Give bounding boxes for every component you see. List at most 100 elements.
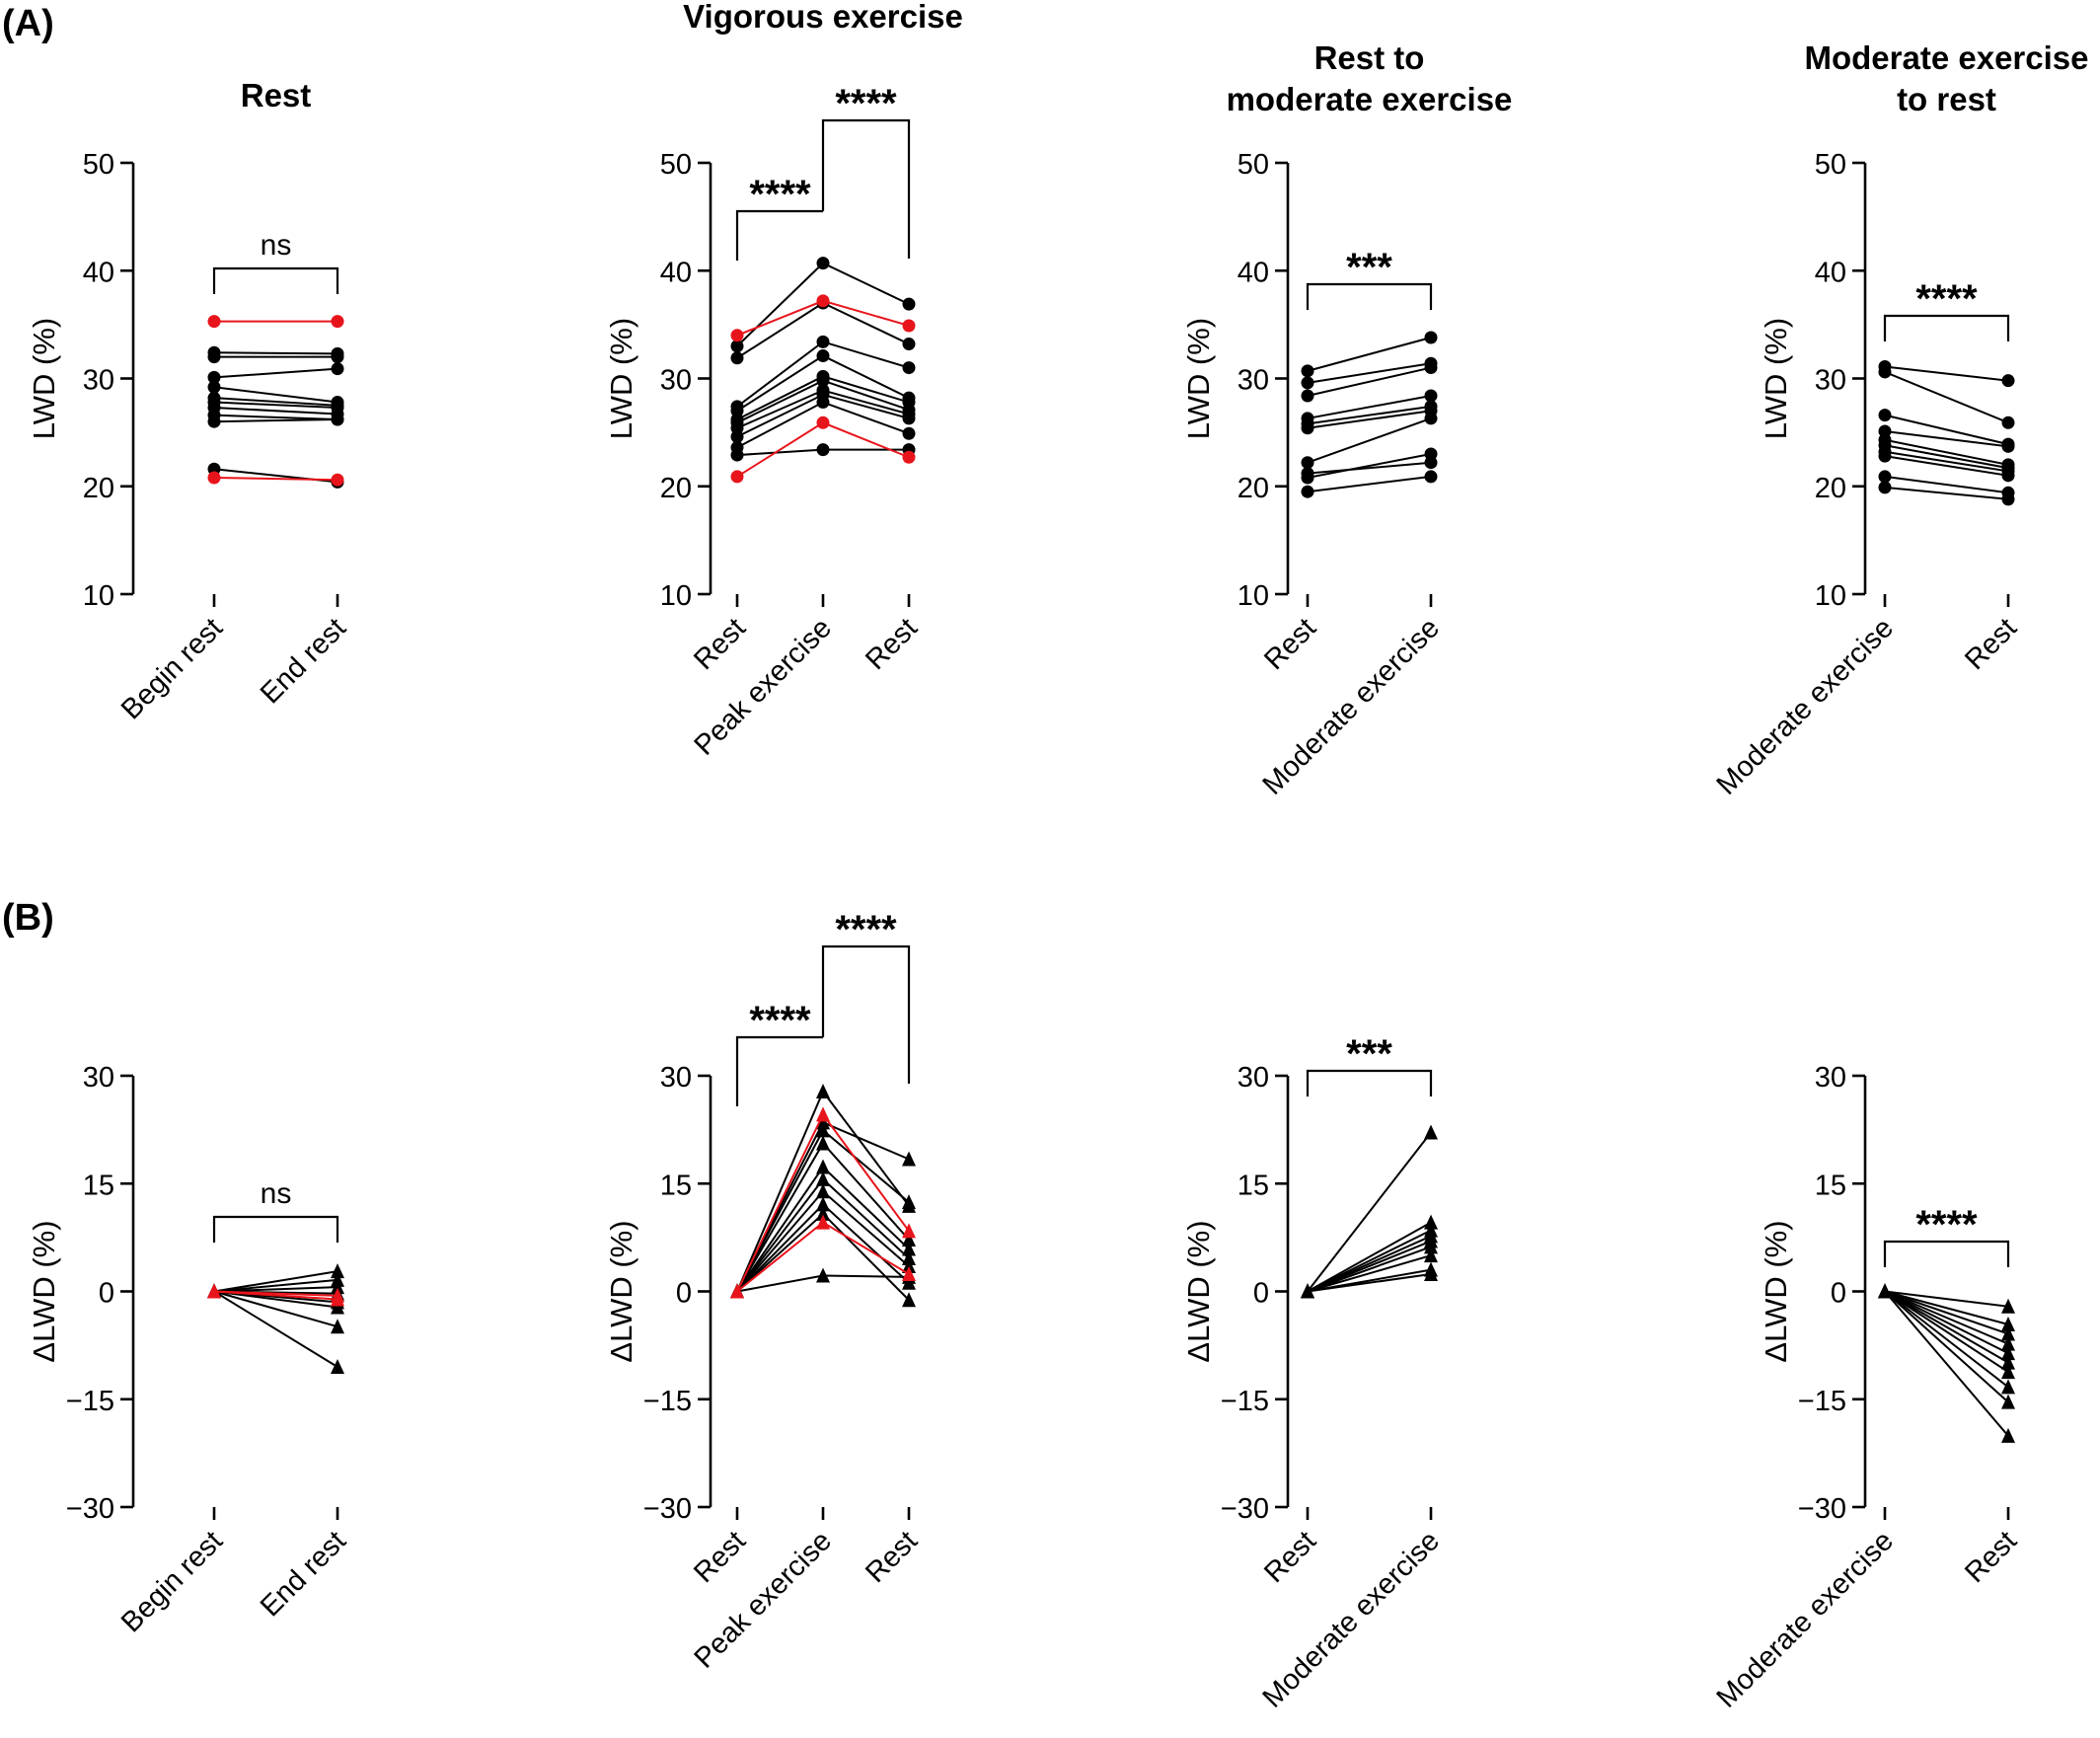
y-axis-label: ΔLWD (%) <box>604 1220 638 1362</box>
data-point <box>902 1194 916 1210</box>
data-point <box>331 315 344 329</box>
chart-title: Vigorous exercise <box>683 0 963 35</box>
data-point <box>816 416 830 429</box>
y-axis-label: ΔLWD (%) <box>1181 1220 1216 1362</box>
data-point <box>816 335 830 348</box>
x-tick-label: Begin rest <box>115 612 229 725</box>
x-tick-label: Rest <box>688 1525 752 1589</box>
series-line <box>1884 475 2009 494</box>
data-point <box>331 1263 344 1279</box>
series-line <box>213 367 338 379</box>
y-tick-label: 50 <box>1815 149 1846 181</box>
data-point <box>816 1214 830 1230</box>
y-tick-label: 10 <box>1238 580 1269 612</box>
y-tick-label: 15 <box>660 1170 692 1201</box>
data-point <box>1301 485 1314 498</box>
data-point <box>2001 1354 2015 1370</box>
data-point <box>2001 1345 2015 1361</box>
data-point <box>207 471 221 485</box>
data-point <box>816 1171 830 1186</box>
data-point <box>331 350 344 364</box>
data-point <box>1424 1124 1438 1140</box>
data-point <box>331 1319 344 1334</box>
x-tick-label: End rest <box>255 1525 352 1623</box>
data-point <box>1424 1247 1438 1263</box>
significance-bracket <box>212 1215 339 1243</box>
data-point <box>816 349 830 363</box>
series-line <box>1884 1290 2009 1325</box>
x-tick-label: Rest <box>1959 1525 2023 1589</box>
data-point <box>1424 470 1438 484</box>
data-point <box>730 1283 744 1299</box>
y-tick-label: 0 <box>1253 1278 1269 1310</box>
y-axis-label: LWD (%) <box>604 318 638 439</box>
data-point <box>816 1084 830 1099</box>
data-point <box>816 374 830 388</box>
significance-bracket <box>1883 1240 2010 1267</box>
data-point <box>207 1283 221 1299</box>
series-line <box>1884 414 2009 446</box>
series-line <box>213 397 338 407</box>
data-point <box>207 415 221 428</box>
data-point <box>1424 1266 1438 1282</box>
y-tick-label: 50 <box>660 149 692 181</box>
data-point <box>1878 449 1892 463</box>
series-line <box>1307 1254 1432 1293</box>
data-point <box>207 350 221 364</box>
y-tick-label: 0 <box>99 1278 114 1310</box>
y-tick-label: 30 <box>1815 1062 1846 1094</box>
data-point <box>902 1151 916 1167</box>
significance-bracket <box>212 266 339 294</box>
data-point <box>816 1122 830 1138</box>
chart-title: Moderate exercise <box>1805 39 2089 76</box>
data-point <box>1878 1283 1892 1299</box>
data-point <box>902 361 916 375</box>
series-line <box>1884 486 2009 500</box>
data-point <box>902 426 916 440</box>
x-tick-label: Rest <box>1258 1525 1322 1589</box>
y-tick-label: 15 <box>83 1170 114 1201</box>
series-line <box>1884 1290 2009 1389</box>
x-tick-label: Rest <box>1258 612 1322 676</box>
data-point <box>816 1183 830 1199</box>
data-point <box>2001 1335 2015 1351</box>
series-line <box>1307 1273 1432 1293</box>
series-line <box>213 1286 338 1293</box>
y-axis-label: ΔLWD (%) <box>27 1220 61 1362</box>
significance-label: **** <box>1915 1203 1978 1247</box>
data-point <box>730 329 744 342</box>
series-line <box>1884 444 2009 470</box>
data-point <box>207 315 221 329</box>
series-line <box>213 1278 338 1293</box>
data-point <box>1424 389 1438 403</box>
y-tick-label: −15 <box>643 1386 692 1417</box>
series-line <box>1884 430 2009 448</box>
data-point <box>902 319 916 333</box>
significance-bracket <box>821 945 911 1084</box>
y-tick-label: 0 <box>676 1278 692 1310</box>
chart-title: Rest <box>241 77 312 113</box>
data-point <box>1424 331 1438 344</box>
y-tick-label: 30 <box>83 1062 114 1094</box>
series-line <box>1884 1290 2009 1364</box>
y-tick-label: 20 <box>1815 473 1846 504</box>
series-line <box>213 414 338 421</box>
data-point <box>2001 1298 2015 1314</box>
panel-label-a: (A) <box>2 3 54 44</box>
data-point <box>902 1249 916 1265</box>
series-line <box>1307 337 1432 372</box>
y-tick-label: 15 <box>1238 1170 1269 1201</box>
significance-bracket <box>1306 282 1433 310</box>
x-tick-label: Moderate exercise <box>1711 612 1900 800</box>
data-point <box>902 338 916 351</box>
significance-bracket <box>821 118 911 259</box>
series-line <box>1884 1290 2009 1403</box>
series-line <box>1307 461 1432 475</box>
y-tick-label: 20 <box>83 473 114 504</box>
x-tick-label: Rest <box>860 612 924 676</box>
y-tick-label: 40 <box>83 257 114 288</box>
y-tick-label: −15 <box>1798 1386 1846 1417</box>
data-point <box>902 450 916 464</box>
series-line <box>1884 455 2009 477</box>
